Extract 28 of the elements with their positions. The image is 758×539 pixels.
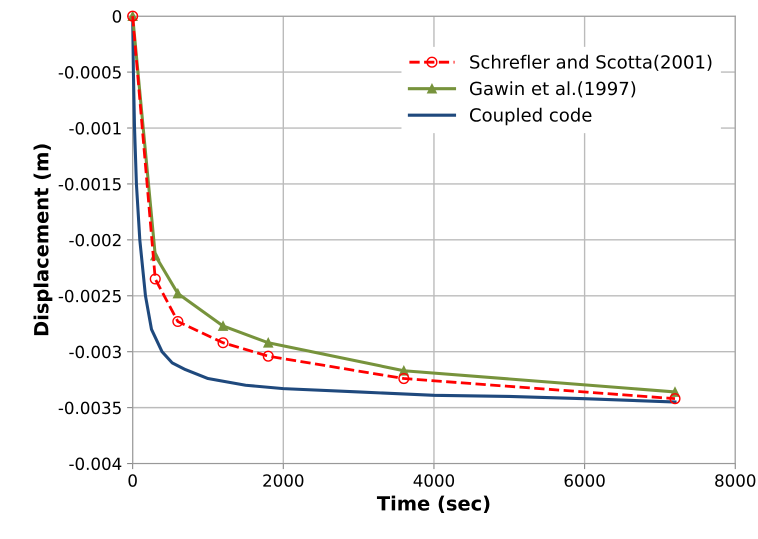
x-tick-label: 6000 <box>564 474 605 487</box>
point <box>150 273 161 285</box>
y-axis-title: Displacement (m) <box>34 144 52 336</box>
y-tick-label: -0.002 <box>69 234 121 246</box>
legend-label: Coupled code <box>470 108 592 126</box>
y-tick-label: -0.004 <box>69 458 122 470</box>
point <box>669 393 681 404</box>
point <box>172 288 183 298</box>
y-tick-label: -0.001 <box>69 122 121 135</box>
point <box>217 337 229 348</box>
x-tick-label: 8000 <box>715 474 756 487</box>
point <box>262 350 274 362</box>
y-tick-label: -0.0015 <box>58 178 121 191</box>
y-tick-label: 0 <box>112 10 122 23</box>
y-tick-label: -0.0005 <box>58 66 121 79</box>
y-tick-label: -0.003 <box>69 346 121 358</box>
y-tick-label: -0.0035 <box>58 402 121 414</box>
x-tick-label: 2000 <box>263 474 304 487</box>
point <box>263 338 274 348</box>
x-axis-title: Time (sec) <box>376 496 490 513</box>
legend-label: Gawin et al.(1997) <box>470 81 636 98</box>
x-tick-label: 0 <box>128 474 137 487</box>
legend-label: Schrefler and Scotta(2001) <box>470 54 712 71</box>
x-tick-label: 4000 <box>414 474 454 487</box>
point <box>398 372 410 384</box>
point <box>172 316 184 328</box>
point <box>218 321 228 331</box>
y-tick-label: -0.0025 <box>58 290 121 302</box>
